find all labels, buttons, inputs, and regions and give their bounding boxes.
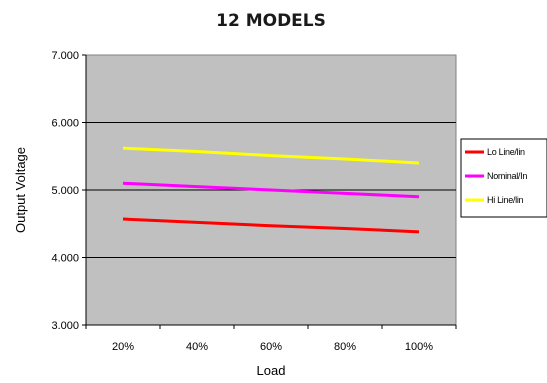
x-tick-label: 40% [186, 341, 208, 353]
series-line-3 [122, 146, 420, 165]
y-axis-ticks: 3.000 4.000 5.000 6.000 7.000 [51, 50, 86, 332]
x-tick-label: 100% [405, 341, 433, 353]
series-line-2 [122, 181, 420, 199]
legend: Lo Line/lin Nominal/In Hi Line/lin [460, 138, 547, 218]
y-tick-label: 5.000 [51, 185, 79, 197]
x-tick-label: 60% [260, 341, 282, 353]
y-tick-label: 7.000 [51, 50, 79, 62]
legend-label: Hi Line/lin [487, 195, 524, 205]
series-lines [122, 146, 420, 234]
x-axis-ticks: 20% 40% 60% 80% 100% [85, 325, 457, 353]
x-tick-label: 80% [334, 341, 356, 353]
y-tick-label: 3.000 [51, 320, 79, 332]
y-tick-label: 6.000 [51, 118, 79, 130]
legend-label: Nominal/In [487, 171, 527, 181]
chart-title: 12 MODELS [216, 11, 326, 31]
y-tick-label: 4.000 [51, 253, 79, 265]
y-axis-label: Output Voltage [13, 147, 28, 233]
legend-label: Lo Line/lin [487, 147, 525, 157]
x-axis-label: Load [257, 363, 286, 378]
series-line-1 [122, 217, 420, 234]
x-tick-label: 20% [112, 341, 134, 353]
